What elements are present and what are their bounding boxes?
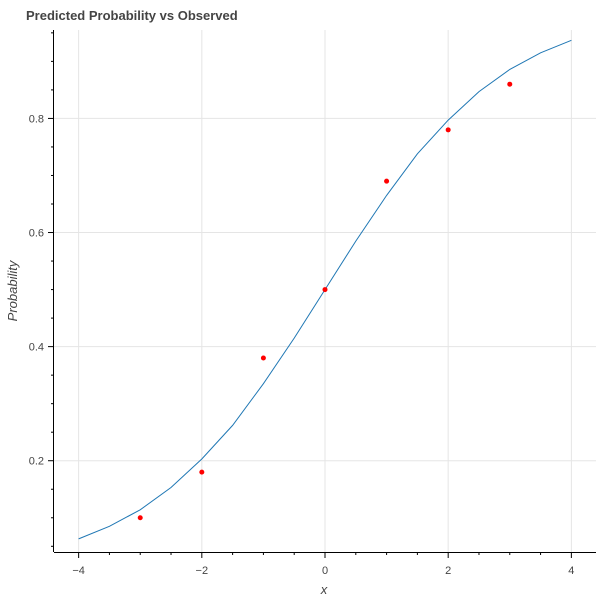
- x-tick-label: 2: [445, 565, 451, 577]
- plot-area: [78, 39, 572, 540]
- observed-point: [507, 81, 513, 87]
- x-tick-label: −4: [72, 565, 85, 577]
- x-tick-label: 4: [568, 565, 574, 577]
- x-tick-label: 0: [322, 565, 328, 577]
- observed-point: [322, 287, 328, 293]
- chart-title: Predicted Probability vs Observed: [26, 8, 238, 23]
- observed-point: [199, 469, 205, 475]
- observed-point: [445, 127, 451, 133]
- y-tick-label: 0.6: [29, 228, 44, 240]
- y-axis-label: Probability: [5, 259, 20, 321]
- y-tick-label: 0.4: [29, 342, 44, 354]
- x-axis-label: x: [320, 582, 328, 597]
- x-tick-label: −2: [196, 565, 209, 577]
- y-tick-label: 0.2: [29, 456, 44, 468]
- observed-point: [384, 178, 390, 184]
- observed-point: [137, 515, 143, 521]
- observed-point: [260, 355, 266, 361]
- y-tick-label: 0.8: [29, 113, 44, 125]
- grid: [54, 30, 596, 552]
- axes: −4 −2 0 2 4 0.2 0.4 0.6 0.8: [29, 30, 596, 577]
